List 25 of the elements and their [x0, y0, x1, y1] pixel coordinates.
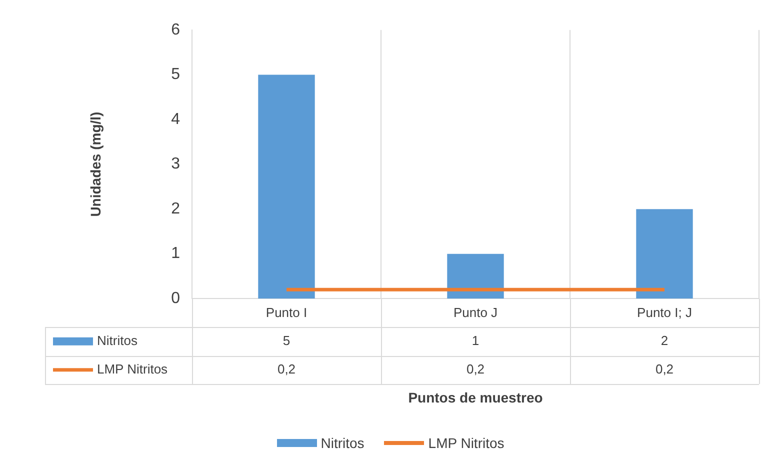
- data-label: 0,2: [655, 361, 674, 376]
- data-label: 2: [660, 332, 668, 348]
- text: LMP Nitritos: [428, 435, 504, 451]
- bar: [258, 74, 315, 299]
- y-tick-label: 0: [171, 290, 180, 308]
- y-tick-label: 4: [171, 110, 180, 128]
- legend-label: LMP Nitritos: [97, 361, 168, 376]
- data-label: 5: [282, 332, 290, 348]
- data-label: 1: [472, 332, 480, 348]
- y-tick-label: 2: [171, 200, 180, 218]
- y-tick-label: 6: [171, 21, 180, 38]
- y-axis-title: Unidades (mg/l): [87, 112, 104, 217]
- data-label: 0,2: [277, 361, 296, 376]
- y-tick-label: 5: [171, 66, 180, 84]
- x-tick-label: Punto J: [453, 304, 498, 320]
- bar: [447, 254, 504, 299]
- x-axis-title: Puntos de muestreo: [408, 389, 543, 406]
- data-label: 0,2: [466, 361, 485, 376]
- y-tick-label: 3: [171, 156, 180, 173]
- y-tick-label: 1: [171, 245, 180, 262]
- bar: [636, 209, 693, 299]
- legend-label: Nitritos: [97, 332, 138, 348]
- x-tick-label: Punto I; J: [637, 304, 692, 320]
- text: Nitritos: [320, 435, 364, 451]
- x-tick-label: Punto I: [266, 304, 308, 320]
